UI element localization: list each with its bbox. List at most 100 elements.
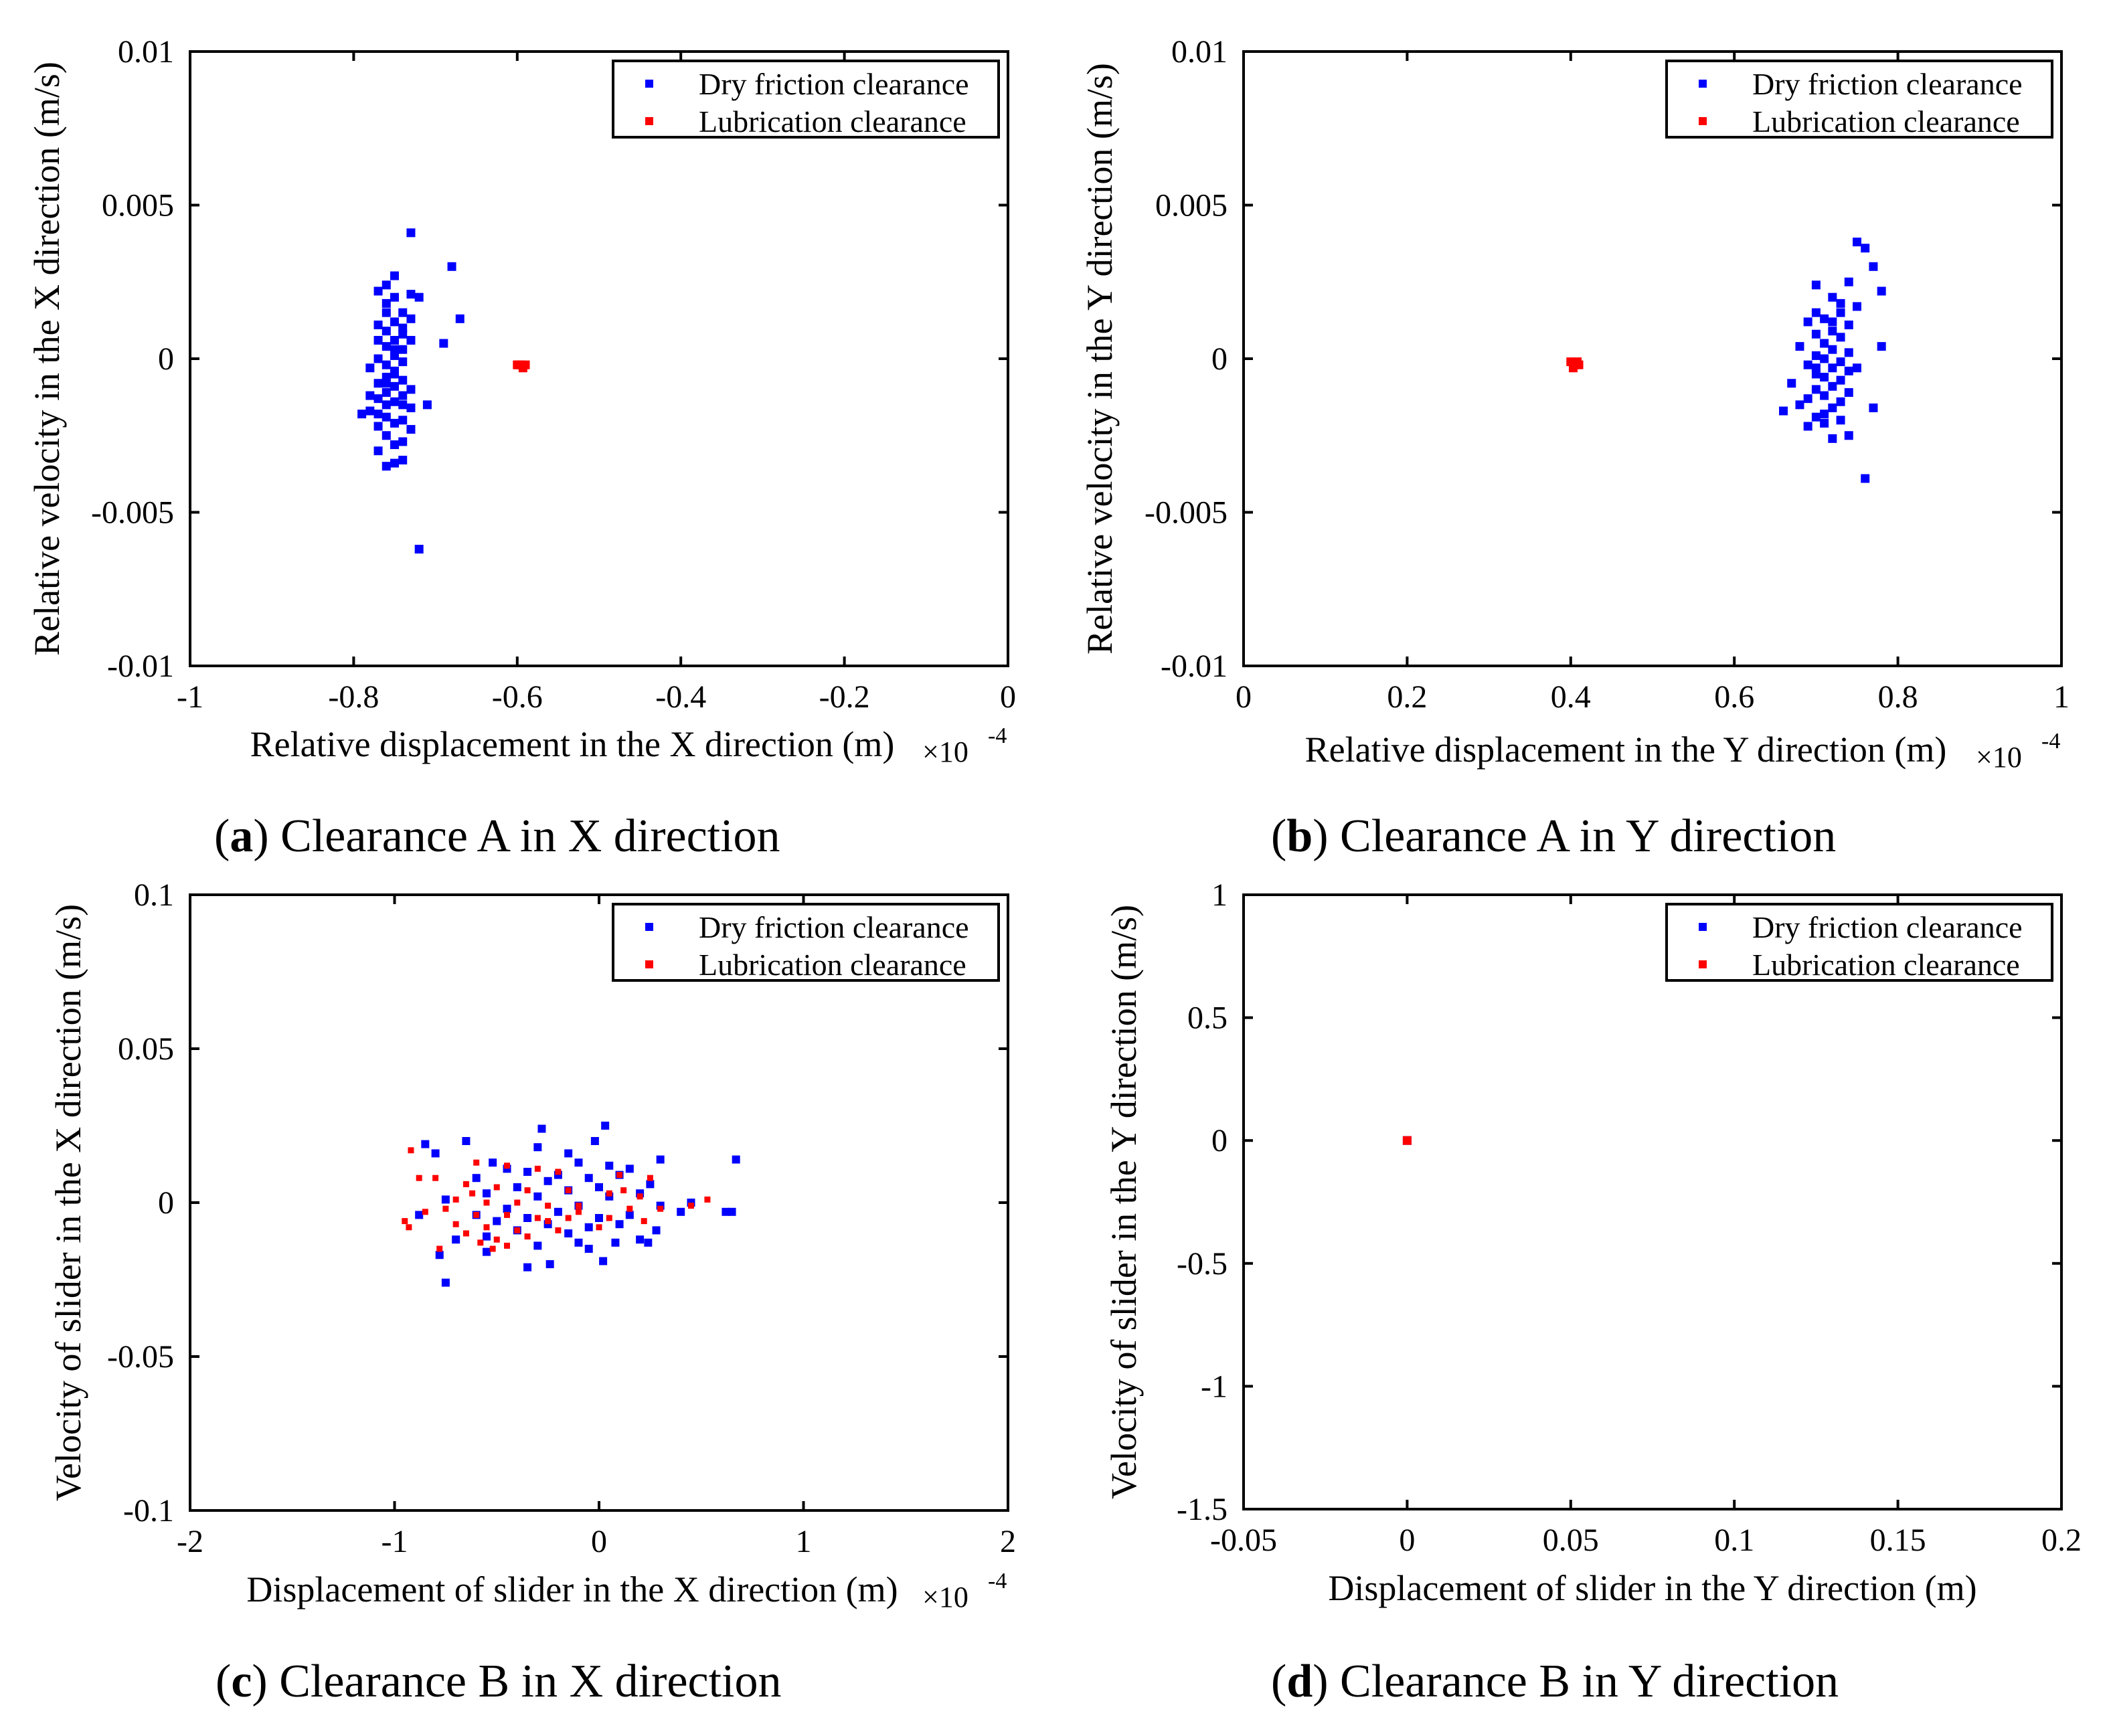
data-point-dry <box>462 1137 471 1145</box>
x-tick-label: -0.2 <box>819 679 870 715</box>
data-point-dry <box>382 412 391 422</box>
data-point-dry <box>435 1251 444 1260</box>
data-point-lub <box>555 1227 562 1233</box>
data-point-dry <box>1820 314 1829 323</box>
data-point-dry <box>1820 391 1829 400</box>
data-point-dry <box>406 314 416 323</box>
data-point-lub <box>514 1199 521 1206</box>
data-point-dry <box>382 298 391 308</box>
data-point-dry <box>1844 321 1853 330</box>
data-point-lub <box>606 1190 612 1197</box>
y-tick-label: -0.01 <box>107 648 174 684</box>
chart-panel-c: -2 -1 0 1 2 -0.1 -0.05 0 0.05 0.1 Displacement of … <box>0 868 1056 1736</box>
data-point-dry <box>1836 298 1845 308</box>
data-point-dry <box>406 403 416 412</box>
x-tick-label: -0.4 <box>655 679 706 715</box>
x-tick-label: 0.2 <box>1387 679 1427 715</box>
data-point-dry <box>1795 400 1804 410</box>
plot-frame <box>189 893 1009 1512</box>
data-point-dry <box>422 400 432 410</box>
data-point-lub <box>489 1245 496 1252</box>
data-point-lub <box>620 1187 627 1194</box>
x-tick-label: -0.05 <box>1210 1523 1277 1558</box>
data-point-dry <box>732 1155 740 1164</box>
legend-marker-dry <box>645 80 653 88</box>
data-point-dry <box>1803 360 1812 369</box>
data-point-lub <box>575 1209 582 1215</box>
x-axis-exponent: ×10 <box>922 735 968 768</box>
data-point-lub <box>524 1233 531 1240</box>
caption-letter-b: b <box>1286 810 1313 862</box>
data-point-dry <box>382 342 391 351</box>
data-point-dry <box>1828 345 1837 354</box>
plot-frame <box>189 50 1009 667</box>
data-point-dry <box>1869 262 1878 271</box>
y-tick-label: 0.5 <box>1187 1001 1228 1036</box>
data-point-lub <box>647 1175 653 1181</box>
caption-d: (d) Clearance B in Y direction <box>1271 1656 1839 1707</box>
data-point-lub <box>473 1159 480 1166</box>
data-point-dry <box>1811 412 1821 422</box>
y-tick-label: -1 <box>1201 1369 1228 1404</box>
data-point-lub <box>432 1175 439 1181</box>
data-point-dry <box>398 375 408 385</box>
legend-box <box>1665 60 2053 139</box>
scatter-plot-b: 0 0.2 0.4 0.6 0.8 1 -0.01 -0.005 0 0.005 0.01 Relat… <box>1080 34 2070 774</box>
y-tick-label: 0.05 <box>118 1031 174 1067</box>
data-point-dry <box>1844 277 1853 286</box>
data-point-lub <box>469 1190 476 1197</box>
data-point-dry <box>646 1180 655 1189</box>
data-point-dry <box>1844 366 1853 375</box>
data-point-dry <box>373 422 383 431</box>
series-dry-friction <box>357 228 465 554</box>
y-tick-label: -1.5 <box>1177 1492 1228 1527</box>
data-point-lub <box>442 1205 449 1212</box>
x-tick-label: 2 <box>1000 1524 1016 1559</box>
x-axis-exponent-power: -4 <box>2041 729 2060 754</box>
data-point-lub <box>534 1165 541 1172</box>
data-point-lub <box>524 1187 531 1194</box>
data-point-lub <box>477 1239 484 1246</box>
x-tick-label: 0 <box>591 1524 607 1559</box>
data-point-lub <box>416 1175 422 1181</box>
data-point-dry <box>390 369 399 379</box>
data-point-dry <box>1844 431 1853 440</box>
data-point-dry <box>398 357 408 367</box>
data-point-dry <box>398 391 408 400</box>
data-point-dry <box>601 1122 610 1130</box>
data-point-dry <box>390 381 399 391</box>
data-point-dry <box>590 1137 599 1145</box>
data-point-dry <box>1828 363 1837 373</box>
legend-marker-lub <box>1699 117 1707 125</box>
data-point-dry <box>373 354 383 363</box>
data-point-lub <box>596 1224 602 1231</box>
data-point-dry <box>373 410 383 419</box>
data-point-dry <box>513 1183 521 1191</box>
data-point-dry <box>1820 373 1829 382</box>
data-point-dry <box>382 431 391 440</box>
data-point-dry <box>382 308 391 317</box>
x-tick-label: 1 <box>796 1524 812 1559</box>
data-point-dry <box>554 1207 562 1216</box>
x-tick-label: 0.05 <box>1543 1523 1599 1558</box>
data-point-dry <box>722 1207 730 1216</box>
caption-text-a: ) Clearance A in X direction <box>253 810 780 862</box>
x-tick-label: 0.1 <box>1714 1523 1754 1558</box>
data-point-dry <box>398 400 408 410</box>
y-tick-label: 0.005 <box>1155 188 1228 224</box>
x-tick-label: -0.8 <box>328 679 379 715</box>
y-tick-label: 0 <box>1211 341 1228 377</box>
data-point-dry <box>398 455 408 464</box>
data-point-lub <box>555 1168 562 1175</box>
data-point-lub <box>1402 1136 1412 1145</box>
data-point-lub <box>504 1211 511 1218</box>
series-lubrication <box>513 360 530 373</box>
plot-frame <box>1242 893 2063 1510</box>
y-tick-label: 1 <box>1211 877 1228 913</box>
data-point-dry <box>1853 238 1861 247</box>
data-point-dry <box>1836 357 1845 367</box>
data-point-dry <box>1803 422 1812 431</box>
y-tick-label: 0.005 <box>102 188 174 224</box>
data-point-dry <box>406 335 416 345</box>
data-point-lub <box>493 1184 500 1191</box>
